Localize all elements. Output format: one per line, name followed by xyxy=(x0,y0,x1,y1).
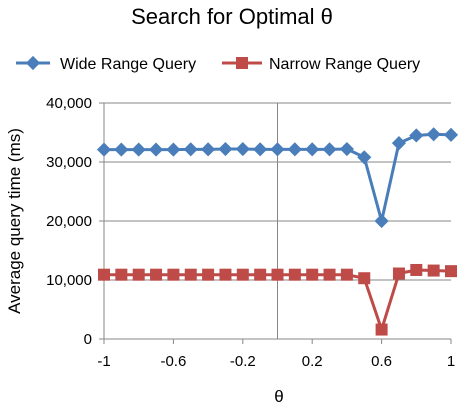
legend-wide-diamond-icon xyxy=(25,55,41,71)
data-point-diamond xyxy=(148,142,164,157)
data-point-square xyxy=(236,268,249,281)
data-point-diamond xyxy=(409,128,424,143)
data-point-diamond xyxy=(235,141,250,157)
data-point-diamond xyxy=(305,142,320,157)
data-point-square xyxy=(410,263,423,276)
x-tick-label: 0.6 xyxy=(371,353,392,370)
data-point-diamond xyxy=(183,142,198,157)
y-tick-label: 40,000 xyxy=(46,95,92,112)
chart-title: Search for Optimal θ xyxy=(131,4,333,29)
data-point-square xyxy=(323,268,336,281)
tick-labels: 0 10,000 20,000 30,000 40,000 -1 -0.6 -0.2 0.2 0.… xyxy=(46,95,455,370)
data-point-square xyxy=(375,323,388,336)
data-point-square xyxy=(98,268,110,281)
data-point-square xyxy=(115,268,128,281)
data-point-diamond xyxy=(443,127,459,142)
data-point-diamond xyxy=(218,141,233,157)
data-point-square xyxy=(392,267,405,280)
data-point-square xyxy=(254,268,267,281)
series xyxy=(96,127,459,336)
data-point-diamond xyxy=(374,213,389,229)
data-point-diamond xyxy=(357,150,372,165)
data-point-diamond xyxy=(270,142,285,157)
x-tick-label: -0.6 xyxy=(160,353,186,370)
data-point-diamond xyxy=(114,142,129,157)
x-tick-label: 1 xyxy=(447,353,455,370)
data-point-diamond xyxy=(96,142,112,157)
data-point-diamond xyxy=(166,142,181,157)
data-point-diamond xyxy=(287,142,302,157)
data-point-square xyxy=(219,268,232,281)
y-tick-label: 0 xyxy=(84,331,92,348)
data-point-diamond xyxy=(322,142,337,157)
data-point-square xyxy=(202,268,215,281)
data-point-square xyxy=(306,268,319,281)
data-point-square xyxy=(427,264,440,277)
data-point-square xyxy=(167,268,180,281)
data-point-diamond xyxy=(253,142,268,157)
y-tick-label: 30,000 xyxy=(46,154,92,171)
legend: Wide Range Query Narrow Range Query xyxy=(16,55,420,73)
data-point-diamond xyxy=(339,141,354,157)
data-point-square xyxy=(184,268,197,281)
y-axis-title: Average query time (ms) xyxy=(5,128,24,314)
data-point-square xyxy=(150,268,163,281)
data-point-square xyxy=(445,265,457,278)
x-axis-title: θ xyxy=(274,387,283,406)
data-point-square xyxy=(132,268,145,281)
data-point-square xyxy=(358,272,371,285)
y-tick-label: 20,000 xyxy=(46,213,92,230)
data-point-square xyxy=(340,268,353,281)
data-point-diamond xyxy=(201,142,216,157)
data-point-diamond xyxy=(131,142,146,157)
x-tick-label: -1 xyxy=(97,353,110,370)
legend-narrow-square-icon xyxy=(236,57,248,69)
data-point-square xyxy=(271,268,284,281)
y-tick-label: 10,000 xyxy=(46,272,92,289)
x-tick-label: -0.2 xyxy=(230,353,256,370)
data-point-square xyxy=(288,268,301,281)
legend-narrow-label: Narrow Range Query xyxy=(269,56,420,73)
x-tick-label: 0.2 xyxy=(302,353,323,370)
data-point-diamond xyxy=(391,136,407,151)
legend-wide-label: Wide Range Query xyxy=(60,56,196,73)
data-point-diamond xyxy=(426,127,441,142)
